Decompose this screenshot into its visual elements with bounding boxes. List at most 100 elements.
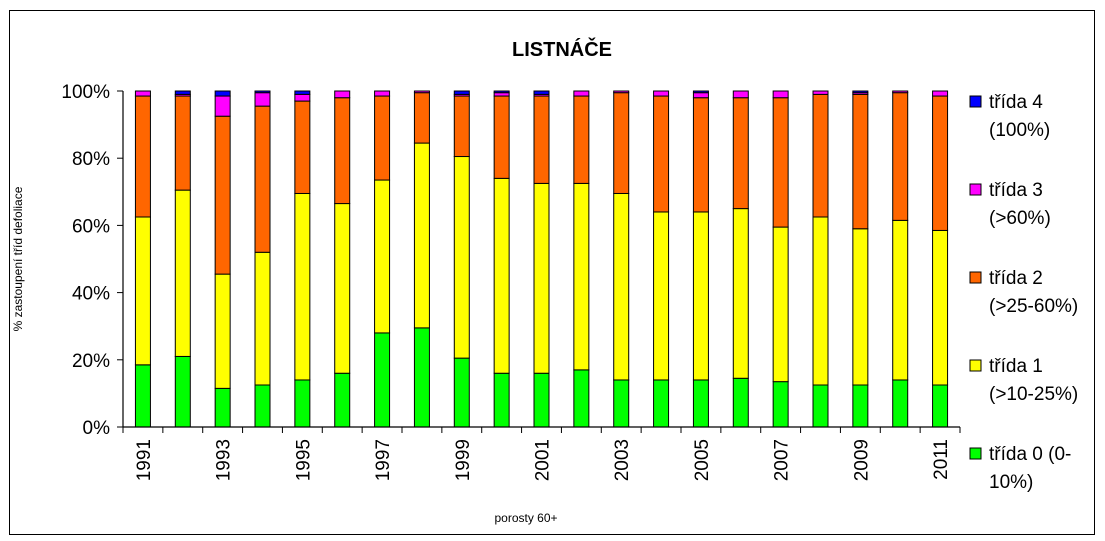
bar-segment [533, 90, 550, 95]
legend-label: (>60%) [989, 208, 1051, 229]
chart-title: LISTNÁČE [512, 37, 612, 61]
bar-segment [613, 92, 630, 194]
bar-segment [892, 90, 909, 94]
bar-segment [932, 90, 949, 97]
bar-segment [134, 90, 151, 97]
bar-segment [294, 192, 311, 381]
bar-segment [254, 92, 271, 107]
bar-segment [653, 90, 670, 97]
bar-segment [134, 95, 151, 218]
bar-segment [692, 90, 709, 94]
bar-segment [852, 384, 869, 428]
bar-segment [214, 115, 231, 275]
bar-segment [932, 95, 949, 231]
bar-segment [772, 226, 789, 383]
bar-segment [732, 90, 749, 99]
bar-segment [812, 90, 829, 95]
bar-segment [453, 95, 470, 158]
bar-segment [214, 387, 231, 428]
legend-label: třída 3 [989, 180, 1043, 201]
bar-segment [134, 364, 151, 428]
bar-segment [772, 381, 789, 428]
bar-segment [294, 379, 311, 428]
bar-segment [374, 95, 391, 181]
legend-label: třída 0 (0- [989, 444, 1071, 465]
legend-label: (>25-60%) [989, 296, 1078, 317]
bar-segment [852, 93, 869, 230]
bar-segment [573, 90, 590, 97]
bar-segment [812, 384, 829, 428]
y-tick-label: 0% [83, 418, 111, 439]
legend-swatch [969, 271, 982, 284]
bar-segment [374, 332, 391, 428]
bar-segment [533, 95, 550, 184]
bar-segment [413, 90, 430, 94]
bar-segment [692, 97, 709, 213]
x-tick-label: 2005 [692, 439, 713, 481]
legend-swatch [969, 95, 982, 108]
bar-segment [214, 273, 231, 389]
bar-segment [453, 156, 470, 359]
bar-segment [892, 219, 909, 381]
bar-segment [613, 192, 630, 381]
bar-segment [453, 90, 470, 95]
bar-segment [334, 372, 351, 428]
bar-segment [613, 379, 630, 428]
bar-segment [692, 211, 709, 381]
x-tick-label: 1991 [134, 439, 155, 481]
bar-segment [493, 372, 510, 428]
x-tick-label: 1995 [293, 439, 314, 481]
bar-segment [334, 97, 351, 205]
x-tick-label: 1993 [214, 439, 235, 481]
bar-segment [254, 384, 271, 428]
bar-segment [932, 384, 949, 428]
legend-label: třída 4 [989, 92, 1043, 113]
y-tick-label: 80% [72, 149, 110, 170]
x-axis-label: porosty 60+ [494, 511, 557, 525]
x-tick-label: 1999 [453, 439, 474, 481]
bar-segment [493, 92, 510, 97]
x-tick-label: 1997 [373, 439, 394, 481]
legend-label: (>10-25%) [989, 384, 1078, 405]
bar-segment [772, 90, 789, 99]
y-tick-label: 100% [61, 82, 110, 103]
bar-segment [692, 92, 709, 99]
bar-segment [294, 100, 311, 194]
bar-segment [374, 90, 391, 97]
bar-segment [772, 97, 789, 228]
legend-swatch [969, 183, 982, 196]
bar-segment [932, 229, 949, 386]
plot-area: 0% 20% 40% 60% 80% 100% 1991 1993 1995 1997 1999 20… [61, 82, 961, 481]
legend-label: (100%) [989, 120, 1050, 141]
x-tick-label: 2011 [931, 439, 952, 480]
y-axis-label: % zastoupení tříd defoliace [11, 186, 25, 331]
bar-segment [732, 97, 749, 210]
bar-segment [254, 90, 271, 94]
bar-segment [573, 369, 590, 428]
bar-segment [493, 95, 510, 179]
bar-segment [812, 93, 829, 218]
bar-segment [493, 177, 510, 374]
bar-segment [692, 379, 709, 428]
bar-segment [174, 95, 191, 191]
bar-segment [653, 95, 670, 213]
bar-segment [294, 90, 311, 95]
legend-label: 10%) [989, 472, 1033, 493]
bar-segment [533, 372, 550, 428]
bar-segment [812, 216, 829, 386]
bar-segment [453, 357, 470, 428]
bar-segment [174, 355, 191, 428]
legend: třída 4 (100%) třída 3 (>60%) třída 2 (>25-60… [969, 92, 1078, 493]
x-tick-label: 2009 [851, 439, 872, 481]
bar-segment [334, 90, 351, 99]
bar-segment [653, 211, 670, 381]
bar-segment [254, 251, 271, 386]
bar-segment [732, 208, 749, 379]
bar-segment [174, 90, 191, 95]
bar-segment [413, 142, 430, 329]
bar-segment [852, 90, 869, 94]
bar-segment [254, 105, 271, 253]
legend-swatch [969, 359, 982, 372]
bar-segment [214, 95, 231, 117]
bar-segment [294, 93, 311, 102]
